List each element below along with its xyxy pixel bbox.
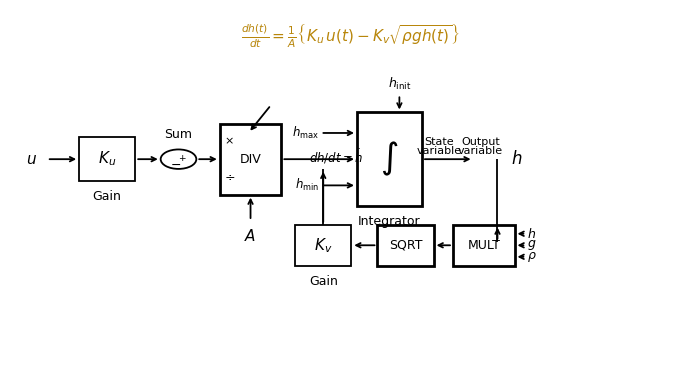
Text: MULT: MULT [468, 239, 500, 252]
Text: $h_{\min}$: $h_{\min}$ [295, 177, 319, 193]
Text: $h$: $h$ [527, 227, 536, 241]
Text: Integrator: Integrator [358, 215, 421, 228]
Text: DIV: DIV [239, 153, 261, 166]
Text: $K_v$: $K_v$ [314, 236, 332, 255]
Text: $h_{\rm init}$: $h_{\rm init}$ [388, 76, 411, 92]
Text: Output: Output [461, 138, 500, 147]
Text: $h_{\max}$: $h_{\max}$ [292, 125, 319, 141]
Text: $+$: $+$ [178, 153, 186, 163]
Bar [79, 138, 135, 181]
Text: SQRT: SQRT [389, 239, 422, 252]
Text: variable: variable [416, 146, 462, 155]
Text: State: State [424, 138, 454, 147]
Text: Sum: Sum [164, 128, 193, 141]
Text: $K_u$: $K_u$ [98, 150, 116, 168]
Text: $\times$: $\times$ [224, 136, 234, 147]
Text: Gain: Gain [92, 190, 122, 203]
Text: Gain: Gain [309, 275, 337, 288]
Text: $h$: $h$ [511, 150, 523, 168]
Bar [357, 112, 422, 206]
Text: $-$: $-$ [169, 158, 181, 171]
Bar [295, 225, 351, 266]
Text: $\div$: $\div$ [224, 170, 235, 183]
Text: $\int$: $\int$ [380, 140, 398, 178]
Bar [453, 225, 514, 266]
Text: $g$: $g$ [527, 238, 536, 252]
Bar [377, 225, 434, 266]
Text: $dh/dt = \dot{h}$: $dh/dt = \dot{h}$ [309, 147, 363, 166]
Text: variable: variable [458, 146, 503, 155]
Text: $A$: $A$ [244, 228, 257, 244]
Text: $\frac{dh(t)}{dt} = \frac{1}{A}\left\{K_u\,u(t) - K_v\sqrt{\rho g h(t)}\right\}$: $\frac{dh(t)}{dt} = \frac{1}{A}\left\{K_… [241, 21, 459, 50]
Bar [220, 124, 281, 195]
Text: $\rho$: $\rho$ [527, 250, 537, 264]
Text: $u$: $u$ [25, 152, 36, 167]
